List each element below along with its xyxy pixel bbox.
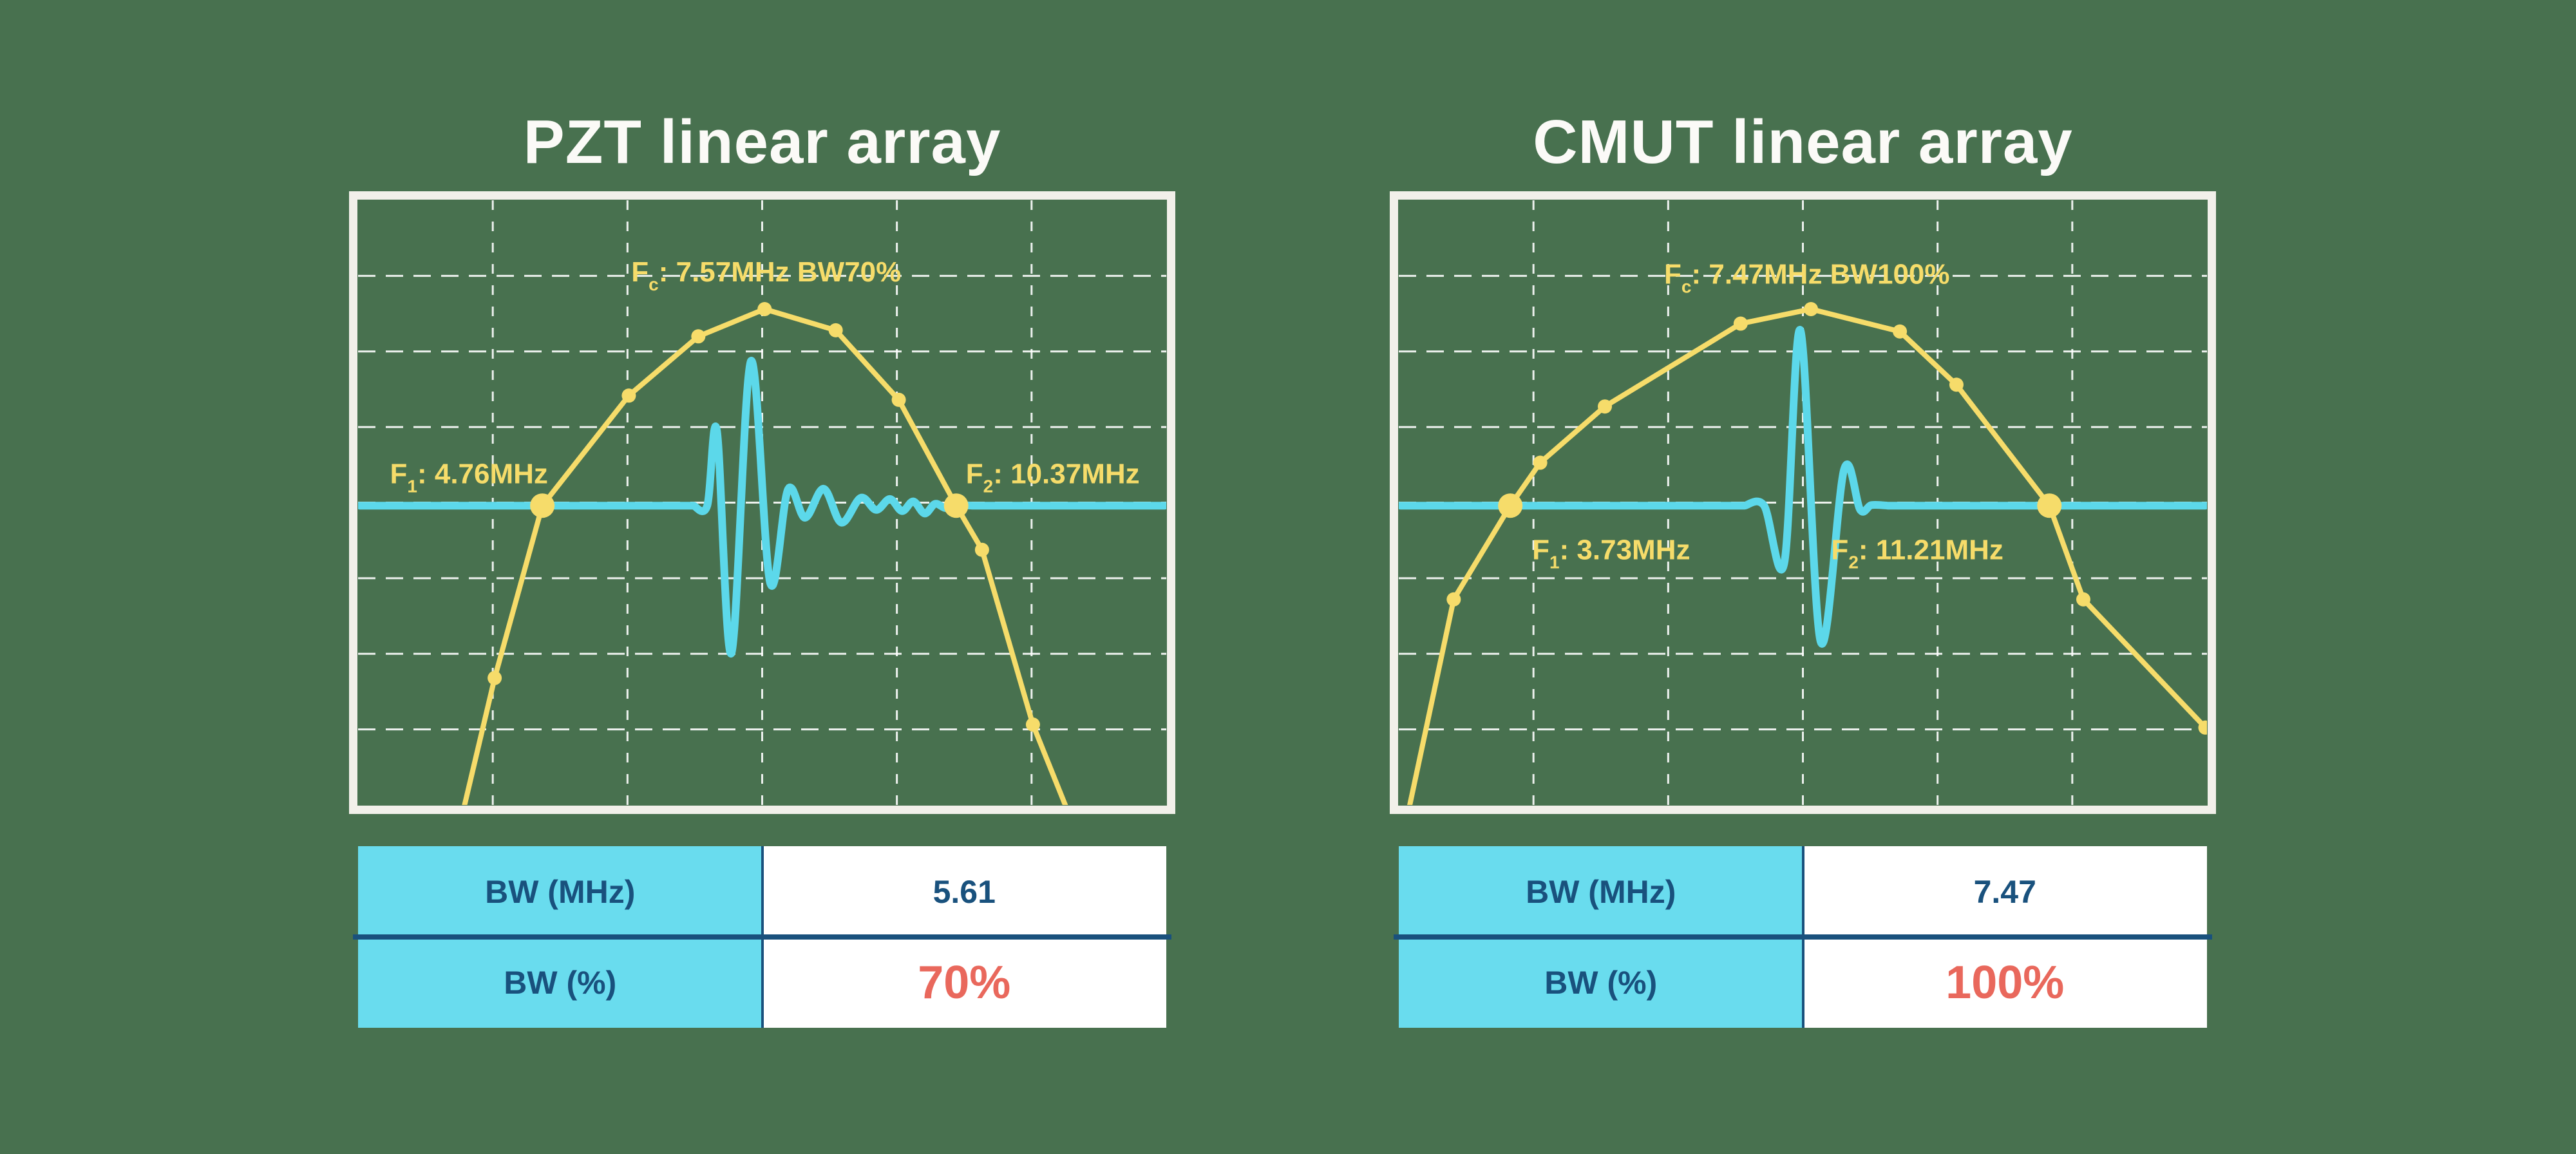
table-row-divider [353,934,1171,940]
bw-mhz-label-cell: BW (MHz) [1399,846,1803,937]
plot-area [358,200,1166,805]
plot-area [1399,200,2207,805]
bw-percent-label-cell: BW (%) [358,937,762,1028]
pzt-bandwidth-chart: Fc: 7.57MHz BW70% F1: 4.76MHz F2: 10.37MHz [349,191,1175,814]
cmut-panel-title: CMUT linear array [1533,108,2073,176]
frequency-annotation: F2: 11.21MHz [1831,534,2003,572]
plot-frame [349,191,1175,814]
frequency-annotation: Fc: 7.57MHz BW70% [631,256,901,294]
cmut-bw-table: BW (MHz) 7.47 BW (%) 100% [1394,846,2212,1028]
table-row-divider [1394,934,2212,940]
table-row: BW (%) 70% [358,937,1166,1028]
table-row: BW (MHz) 7.47 [1399,846,2207,937]
bw-mhz-value-cell: 5.61 [762,846,1166,937]
bw-percent-label-cell: BW (%) [1399,937,1803,1028]
table-row: BW (%) 100% [1399,937,2207,1028]
pzt-bw-table: BW (MHz) 5.61 BW (%) 70% [353,846,1171,1028]
frequency-annotation: F2: 10.37MHz [966,458,1140,496]
plot-frame [1390,191,2216,814]
bw-mhz-label-cell: BW (MHz) [358,846,762,937]
frequency-annotation: F1: 3.73MHz [1532,534,1690,572]
cmut-bandwidth-chart: Fc: 7.47MHz BW100% F1: 3.73MHz F2: 11.21MH… [1390,191,2216,814]
frequency-annotation: Fc: 7.47MHz BW100% [1664,259,1949,297]
bw-percent-value-cell: 70% [762,937,1166,1028]
frequency-annotation: F1: 4.76MHz [390,458,548,496]
table-row: BW (MHz) 5.61 [358,846,1166,937]
pzt-panel-title: PZT linear array [523,108,1001,176]
bw-percent-value-cell: 100% [1803,937,2207,1028]
bw-mhz-value-cell: 7.47 [1803,846,2207,937]
